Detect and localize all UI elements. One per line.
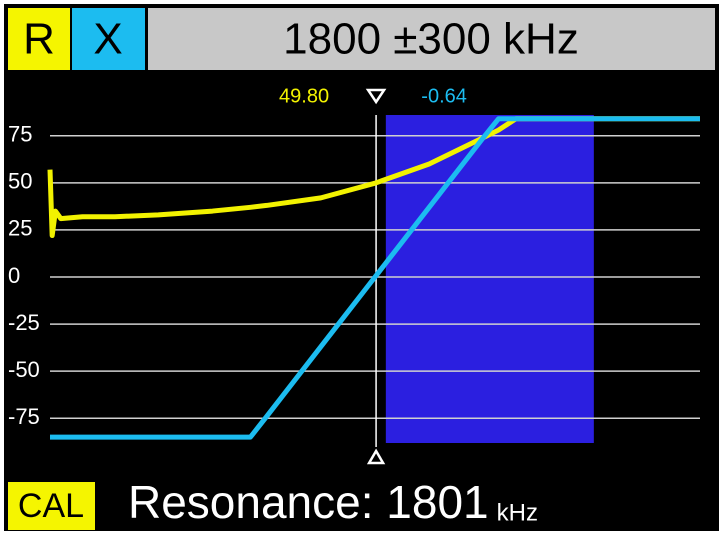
span-box: [148, 8, 715, 70]
span-label: 1800 ±300 kHz: [283, 15, 579, 64]
y-tick-label: -50: [8, 357, 40, 382]
r-label: R: [23, 15, 55, 64]
plot: 75 50 25 0 -25 -50 -75 49.80 -0.64: [8, 85, 700, 465]
x-label: X: [93, 15, 122, 64]
marker-value: -0.64: [421, 85, 467, 107]
resonance-unit: kHz: [497, 499, 538, 526]
marker-bottom: [366, 448, 386, 465]
y-tick-label: 75: [8, 122, 32, 147]
y-tick-label: -25: [8, 310, 40, 335]
r-tab: [8, 8, 70, 70]
band: [385, 115, 594, 443]
cal-box: [8, 482, 95, 530]
y-tick-label: 0: [8, 263, 20, 288]
series-line: [49, 116, 700, 440]
cal-label: CAL: [18, 487, 84, 525]
y-tick-label: -75: [8, 404, 40, 429]
screen-bg: [4, 4, 719, 531]
marker-top: [365, 88, 387, 105]
x-tab: [72, 8, 145, 70]
y-tick-label: 50: [8, 169, 32, 194]
marker-value: 49.80: [279, 85, 329, 107]
y-tick-label: 25: [8, 216, 32, 241]
resonance: Resonance: 1801: [128, 476, 489, 528]
